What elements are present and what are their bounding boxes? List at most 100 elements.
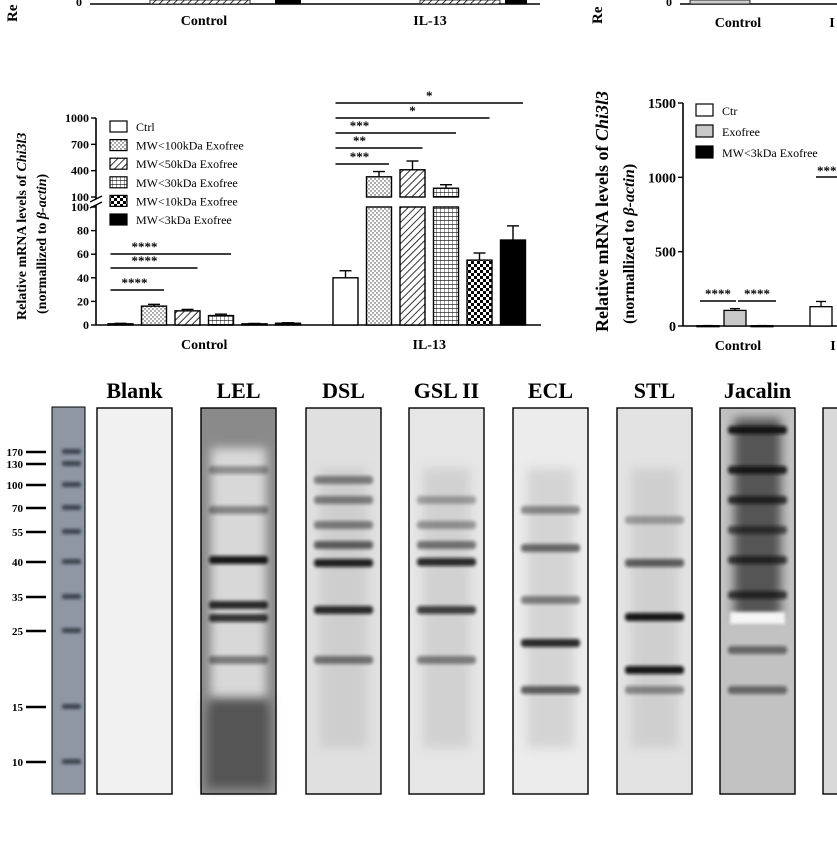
- chart-panel-1: Relative mRNA levels of Chi3l3 (normalli…: [15, 88, 541, 353]
- p2-legend-swatch: [695, 124, 714, 138]
- top-left-xtick-il13: IL-13: [413, 14, 446, 29]
- p1-legend-label: Ctrl: [136, 120, 155, 134]
- p1-ylabel-2: (normallized to β-actin): [35, 174, 50, 315]
- blot-band: [625, 516, 684, 524]
- blot-band: [314, 496, 373, 504]
- p1-bar: [432, 206, 460, 326]
- top-left-ylabel-fragment: Re: [5, 4, 21, 22]
- p2-legend-label: MW<3kDa Exofree: [722, 146, 818, 160]
- marker-label: 40: [12, 557, 24, 569]
- marker-ladder-lane: [51, 406, 86, 795]
- blot-band: [728, 556, 787, 564]
- p1-bar: [174, 310, 201, 326]
- blot-band: [417, 606, 476, 614]
- p2-legend-label: Exofree: [722, 125, 760, 139]
- p1-ytick-label: 80: [77, 224, 89, 238]
- lane-smear: [734, 418, 781, 618]
- p2-legend-swatch: [695, 145, 714, 159]
- p1-legend-label: MW<3kDa Exofree: [136, 213, 232, 227]
- p1-sig-label: ****: [122, 275, 148, 290]
- p1-legend-label: MW<10kDa Exofree: [136, 194, 238, 208]
- blot-band: [728, 686, 787, 694]
- p2-legend-label: Ctr: [722, 104, 737, 118]
- blot-band: [417, 521, 476, 529]
- marker-label: 130: [7, 459, 24, 471]
- p1-ytick-label: 60: [77, 247, 89, 261]
- top-right-xtick-i: I: [829, 16, 834, 31]
- blot-band: [417, 541, 476, 549]
- blot-band: [625, 613, 684, 621]
- blot-lane-border: [200, 407, 277, 795]
- p1-axis-break: [89, 201, 103, 209]
- blot-band: [728, 466, 787, 474]
- top-fragment: Re 0 Control IL-13 Re 0 Control I: [5, 0, 837, 31]
- blot-band: [417, 496, 476, 504]
- blot-band: [314, 606, 373, 614]
- lane-smear: [527, 468, 574, 748]
- blot-band: [417, 656, 476, 664]
- blot-band: [314, 656, 373, 664]
- lane-label: Blank: [106, 378, 163, 403]
- ladder-band: [62, 482, 81, 487]
- top-right-ylabel-fragment: Re: [590, 6, 606, 24]
- blot-band: [728, 426, 787, 434]
- blot-band: [728, 496, 787, 504]
- marker-label: 100: [7, 480, 24, 492]
- lane-label: ECL: [528, 378, 573, 403]
- top-right-xtick-control: Control: [715, 16, 762, 31]
- blot-band: [625, 559, 684, 567]
- p2-sig-label: ****: [705, 286, 731, 301]
- blot-band: [314, 541, 373, 549]
- blot-band: [728, 646, 787, 654]
- blot-lane-border: [96, 407, 173, 795]
- p2-ylabel-2: (normallized to β-actin): [621, 164, 638, 324]
- p1-bar: [399, 206, 426, 326]
- p1-ytick-label: 700: [71, 137, 89, 151]
- blot-band: [521, 686, 580, 694]
- p1-legend-label: MW<30kDa Exofree: [136, 176, 238, 190]
- ladder-band: [62, 628, 81, 633]
- lane-label: LEL: [216, 378, 260, 403]
- p1-ytick-label: 1000: [65, 111, 89, 125]
- blot-band: [625, 686, 684, 694]
- p1-bar: [207, 314, 235, 326]
- lane-label: Jacalin: [724, 378, 791, 403]
- p1-bar: [332, 277, 359, 326]
- blot-lane-border: [719, 407, 796, 795]
- p1-ytick-label: 100: [71, 200, 89, 214]
- lane-smear: [207, 698, 270, 788]
- p1-legend-swatch: [109, 194, 128, 207]
- blot-band: [521, 639, 580, 647]
- lane-smear: [211, 448, 266, 708]
- marker-label: 35: [12, 592, 24, 604]
- p2-ytick-label: 1000: [648, 171, 676, 186]
- p2-xtick-label: Control: [715, 339, 762, 354]
- p2-ytick-label: 1500: [648, 97, 676, 112]
- marker-label: 25: [12, 626, 24, 638]
- p1-sig-label: ****: [132, 253, 158, 268]
- p1-bar: [499, 239, 527, 326]
- top-left-xtick-control: Control: [181, 14, 228, 29]
- ladder-band: [62, 704, 81, 709]
- p1-bar: [466, 259, 493, 326]
- p1-sig-label: **: [353, 133, 366, 148]
- p1-legend-swatch: [109, 213, 128, 226]
- p2-sig-label: ****: [744, 286, 770, 301]
- p1-legend: Ctrl MW<100kDa Exofree MW<50kDa Exofree MW<…: [109, 120, 244, 227]
- p1-ytick-label: 40: [77, 271, 89, 285]
- p2-bar: [809, 306, 833, 327]
- blot-band: [728, 591, 787, 599]
- p1-sig-label: ***: [350, 149, 370, 164]
- p2-sig-label: ***: [817, 163, 837, 178]
- p1-sig-label: ***: [350, 118, 370, 133]
- blot-band: [521, 596, 580, 604]
- p2-significance: **** *******: [700, 163, 837, 302]
- blot-lane-border: [616, 407, 693, 795]
- ladder-band: [62, 594, 81, 599]
- ladder-band: [62, 529, 81, 534]
- lane-clear-band: [730, 612, 785, 624]
- top-left-zero-tick: 0: [76, 0, 82, 9]
